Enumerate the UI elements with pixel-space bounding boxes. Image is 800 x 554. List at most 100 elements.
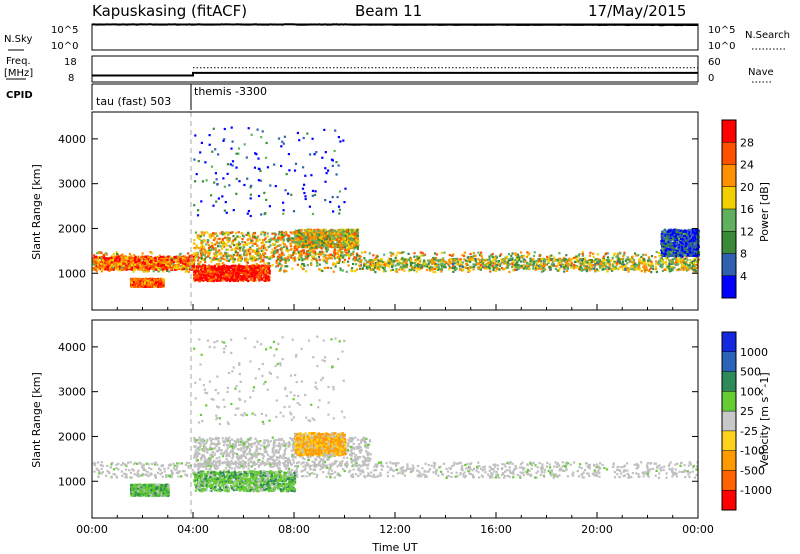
scatter-cell <box>224 269 227 272</box>
scatter-cell <box>310 255 314 258</box>
scatter-cell <box>233 244 236 247</box>
scatter-cell <box>249 255 252 258</box>
scatter-cell <box>140 261 143 264</box>
scatter-cell <box>133 259 136 262</box>
scatter-cell <box>332 270 335 273</box>
scatter-cell <box>126 266 129 270</box>
scatter-cell <box>349 242 352 245</box>
scatter-cell <box>304 252 308 255</box>
scatter-cell <box>245 261 248 264</box>
scatter-cell <box>215 253 218 256</box>
scatter-cell <box>359 255 362 258</box>
scatter-cell <box>266 271 269 274</box>
scatter-cell <box>361 251 364 254</box>
scatter-cell <box>323 240 326 243</box>
scatter-cell <box>196 234 199 237</box>
scatter-cell <box>240 255 243 258</box>
scatter-cell <box>157 256 160 260</box>
scatter-cell <box>157 264 160 268</box>
scatter-cell <box>517 259 520 262</box>
scatter-cell <box>429 265 432 268</box>
scatter-cell <box>282 232 285 235</box>
scatter-cell <box>139 265 142 268</box>
scatter-cell <box>125 262 128 265</box>
scatter-cell <box>259 238 262 241</box>
scatter-cell <box>163 264 166 267</box>
scatter-cell <box>211 270 215 273</box>
scatter-cell <box>355 255 358 258</box>
scatter-cell <box>644 253 647 256</box>
scatter-cell <box>252 257 256 260</box>
scatter-cell <box>202 264 205 267</box>
scatter-cell <box>266 232 269 235</box>
scatter-cell <box>95 264 98 267</box>
scatter-cell <box>181 267 184 270</box>
scatter-cell <box>183 255 186 258</box>
scatter-cell <box>262 247 266 250</box>
scatter-cell <box>351 269 354 273</box>
scatter-cell <box>348 248 351 251</box>
scatter-cell <box>256 272 259 275</box>
scatter-cell <box>297 257 300 260</box>
scatter-cell <box>213 252 216 255</box>
scatter-cell <box>215 240 218 243</box>
scatter-cell <box>332 263 335 266</box>
scatter-cell <box>207 239 210 242</box>
scatter-cell <box>349 253 352 256</box>
scatter-cell <box>290 239 293 242</box>
scatter-cell <box>199 273 202 276</box>
scatter-cell <box>199 235 202 238</box>
scatter-cell <box>263 231 266 234</box>
scatter-cell <box>175 260 178 263</box>
scatter-cell <box>239 256 242 259</box>
scatter-cell <box>279 244 282 247</box>
scatter-cell <box>213 268 217 271</box>
scatter-cell <box>253 279 256 282</box>
scatter-cell <box>130 255 133 258</box>
scatter-cell <box>205 276 208 279</box>
scatter-cell <box>232 253 235 257</box>
beam-title: Beam 11 <box>355 2 422 20</box>
scatter-cell <box>553 256 556 259</box>
scatter-cell <box>548 255 552 258</box>
scatter-cell <box>245 265 248 268</box>
scatter-cell <box>204 260 207 264</box>
scatter-cell <box>234 254 237 257</box>
scatter-cell <box>284 265 287 268</box>
scatter-cell <box>209 278 212 281</box>
scatter-cell <box>202 247 206 250</box>
scatter-cell <box>265 248 268 252</box>
scatter-cell <box>237 272 240 275</box>
scatter-cell <box>219 259 222 262</box>
scatter-cell <box>311 246 314 249</box>
scatter-cell <box>646 269 649 272</box>
scatter-cell <box>604 267 607 271</box>
scatter-cell <box>232 267 235 270</box>
scatter-cell <box>511 258 514 261</box>
scatter-cell <box>417 262 420 265</box>
scatter-cell <box>594 269 597 272</box>
scatter-cell <box>234 272 237 275</box>
scatter-cell <box>514 254 517 257</box>
scatter-cell <box>251 273 254 276</box>
scatter-cell <box>507 253 510 256</box>
scatter-cell <box>115 251 118 254</box>
scatter-cell <box>286 247 289 250</box>
scatter-cell <box>144 278 147 281</box>
scatter-cell <box>254 249 257 252</box>
date-title: 17/May/2015 <box>588 2 686 20</box>
nsearch-tick-bottom: 10^0 <box>708 41 735 52</box>
scatter-cell <box>257 235 260 238</box>
scatter-cell <box>114 257 117 260</box>
scatter-cell <box>203 240 206 243</box>
scatter-cell <box>217 245 220 248</box>
scatter-cell <box>540 270 543 273</box>
scatter-cell <box>282 258 285 261</box>
scatter-cell <box>115 267 118 270</box>
scatter-cell <box>162 284 165 287</box>
scatter-cell <box>528 252 531 255</box>
scatter-cell <box>208 268 211 271</box>
scatter-cell <box>215 271 219 274</box>
scatter-cell <box>110 256 114 259</box>
scatter-cell <box>290 232 293 235</box>
